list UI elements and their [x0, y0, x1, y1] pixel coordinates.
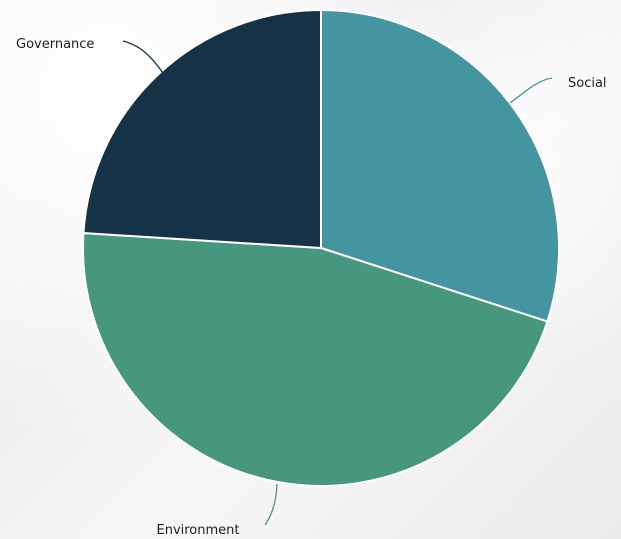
slice-label-environment: Environment	[156, 523, 239, 538]
pie-slice-governance	[82, 8, 322, 250]
slice-label-social: Social	[568, 76, 607, 91]
pie-slices	[82, 8, 560, 487]
pie-labels: Social Environment Governance	[16, 37, 607, 538]
pie-leaders	[122, 40, 553, 526]
pie-slice-social	[320, 8, 560, 323]
leader-line-governance	[122, 40, 164, 74]
slice-label-governance: Governance	[16, 37, 94, 52]
leader-line-social	[509, 77, 553, 104]
leader-line-environment	[264, 483, 278, 526]
pie-slice-environment	[82, 231, 549, 487]
